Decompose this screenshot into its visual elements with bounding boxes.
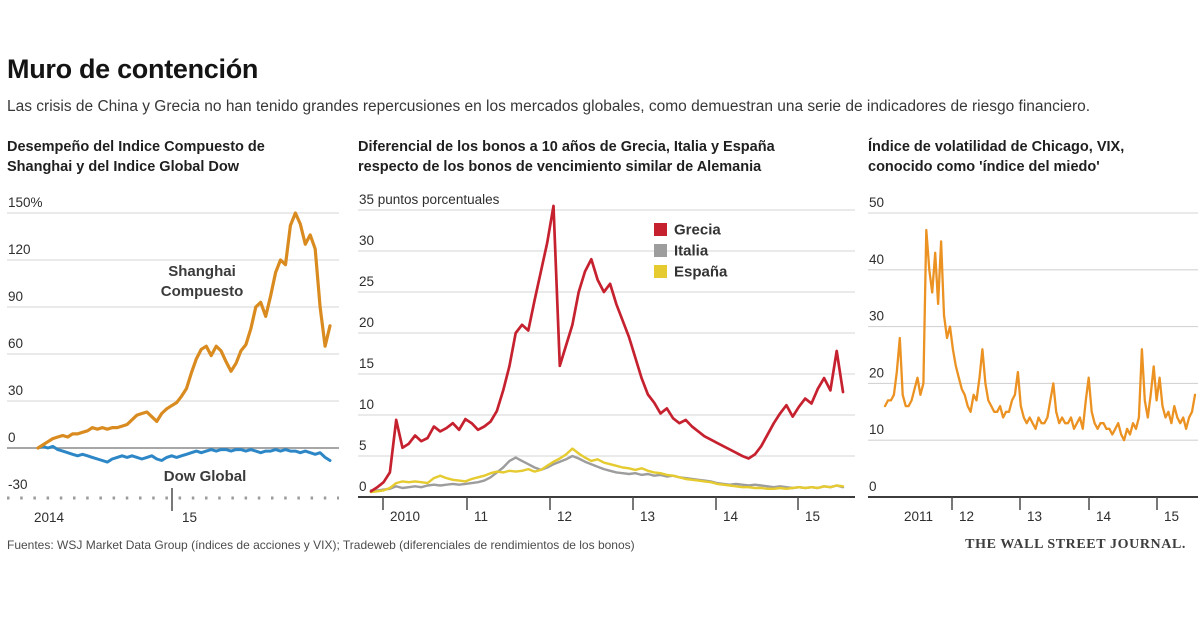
legend-swatch-grecia: [654, 223, 667, 236]
series-annotation: Shanghai: [168, 263, 236, 280]
chart2-title: Diferencial de los bonos a 10 años de Gr…: [358, 137, 855, 177]
page-subtitle: Las crisis de China y Grecia no han teni…: [7, 98, 1091, 115]
bond-spread-chart: 35 puntos porcentuales 30 25 20 15 10 5 0 2010 11…: [358, 192, 855, 524]
x-tick-label: 13: [1027, 509, 1042, 524]
y-tick-label: 5: [359, 438, 367, 453]
chart1-title: Desempeño del Indice Compuesto de Shangh…: [7, 137, 347, 177]
italia-line: [369, 454, 845, 492]
shanghai-compuesto-line: [36, 211, 332, 450]
chart2-title-line2: respecto de los bonos de vencimiento sim…: [358, 159, 762, 175]
y-tick-label: 0: [359, 479, 367, 494]
x-tick-label: 2010: [390, 509, 420, 524]
y-tick-label: 90: [8, 289, 23, 304]
y-tick-label: 30: [359, 233, 374, 248]
shanghai-dow-chart: 150% 120 90 60 30 0 -30 2014 15 Shanghai Compuesto…: [7, 195, 339, 525]
y-tick-label: 20: [359, 315, 374, 330]
legend-swatch-espana: [654, 265, 667, 278]
legend-swatch-italia: [654, 244, 667, 257]
series-annotation: Compuesto: [161, 283, 244, 300]
vix-line: [883, 228, 1197, 442]
y-tick-label: 35 puntos porcentuales: [359, 192, 500, 207]
y-tick-label: 50: [869, 195, 884, 210]
chart3-title-line2: conocido como 'índice del miedo': [868, 159, 1100, 175]
chart3-title-line1: Índice de volatilidad de Chicago, VIX,: [868, 139, 1125, 155]
y-tick-label: 25: [359, 274, 374, 289]
x-tick-label: 15: [1164, 509, 1179, 524]
y-tick-label: 20: [869, 365, 884, 380]
legend-label-grecia: Grecia: [674, 222, 721, 239]
y-tick-label: 60: [8, 336, 23, 351]
dow-global-line: [36, 444, 332, 464]
x-tick-label: 14: [723, 509, 739, 524]
y-tick-label: 0: [8, 430, 16, 445]
x-tick-label: 12: [557, 509, 572, 524]
x-tick-label: 14: [1096, 509, 1112, 524]
series-annotation: Dow Global: [164, 468, 247, 485]
y-tick-label: 15: [359, 356, 374, 371]
sources-note: Fuentes: WSJ Market Data Group (índices …: [7, 538, 635, 552]
chart2-title-line1: Diferencial de los bonos a 10 años de Gr…: [358, 139, 775, 155]
x-tick-label: 2014: [34, 510, 65, 525]
x-tick-label: 2011: [904, 509, 933, 524]
grecia-line: [369, 204, 845, 493]
chart3-title: Índice de volatilidad de Chicago, VIX, c…: [868, 137, 1198, 177]
y-tick-label: -30: [8, 477, 28, 492]
x-tick-label: 13: [640, 509, 655, 524]
x-tick-label: 15: [805, 509, 820, 524]
y-tick-label: 150%: [8, 195, 43, 210]
wsj-logo: THE WALL STREET JOURNAL.: [965, 537, 1186, 552]
y-tick-label: 10: [869, 422, 884, 437]
y-tick-label: 30: [8, 383, 23, 398]
y-tick-label: 10: [359, 397, 374, 412]
espana-line: [369, 447, 845, 494]
y-tick-label: 40: [869, 252, 884, 267]
vix-chart: 50 40 30 20 10 0 12 13 14 15 2011: [868, 195, 1198, 524]
chart1-title-line2: Shanghai y del Indice Global Dow: [7, 159, 240, 175]
page-title: Muro de contención: [7, 54, 259, 84]
x-tick-label: 11: [474, 509, 488, 524]
y-tick-label: 120: [8, 242, 31, 257]
y-tick-label: 30: [869, 309, 884, 324]
legend-label-italia: Italia: [674, 243, 709, 260]
legend-label-espana: España: [674, 264, 728, 281]
x-tick-label: 15: [182, 510, 197, 525]
x-tick-label: 12: [959, 509, 974, 524]
chart1-title-line1: Desempeño del Indice Compuesto de: [7, 139, 265, 155]
y-tick-label: 0: [869, 479, 877, 494]
